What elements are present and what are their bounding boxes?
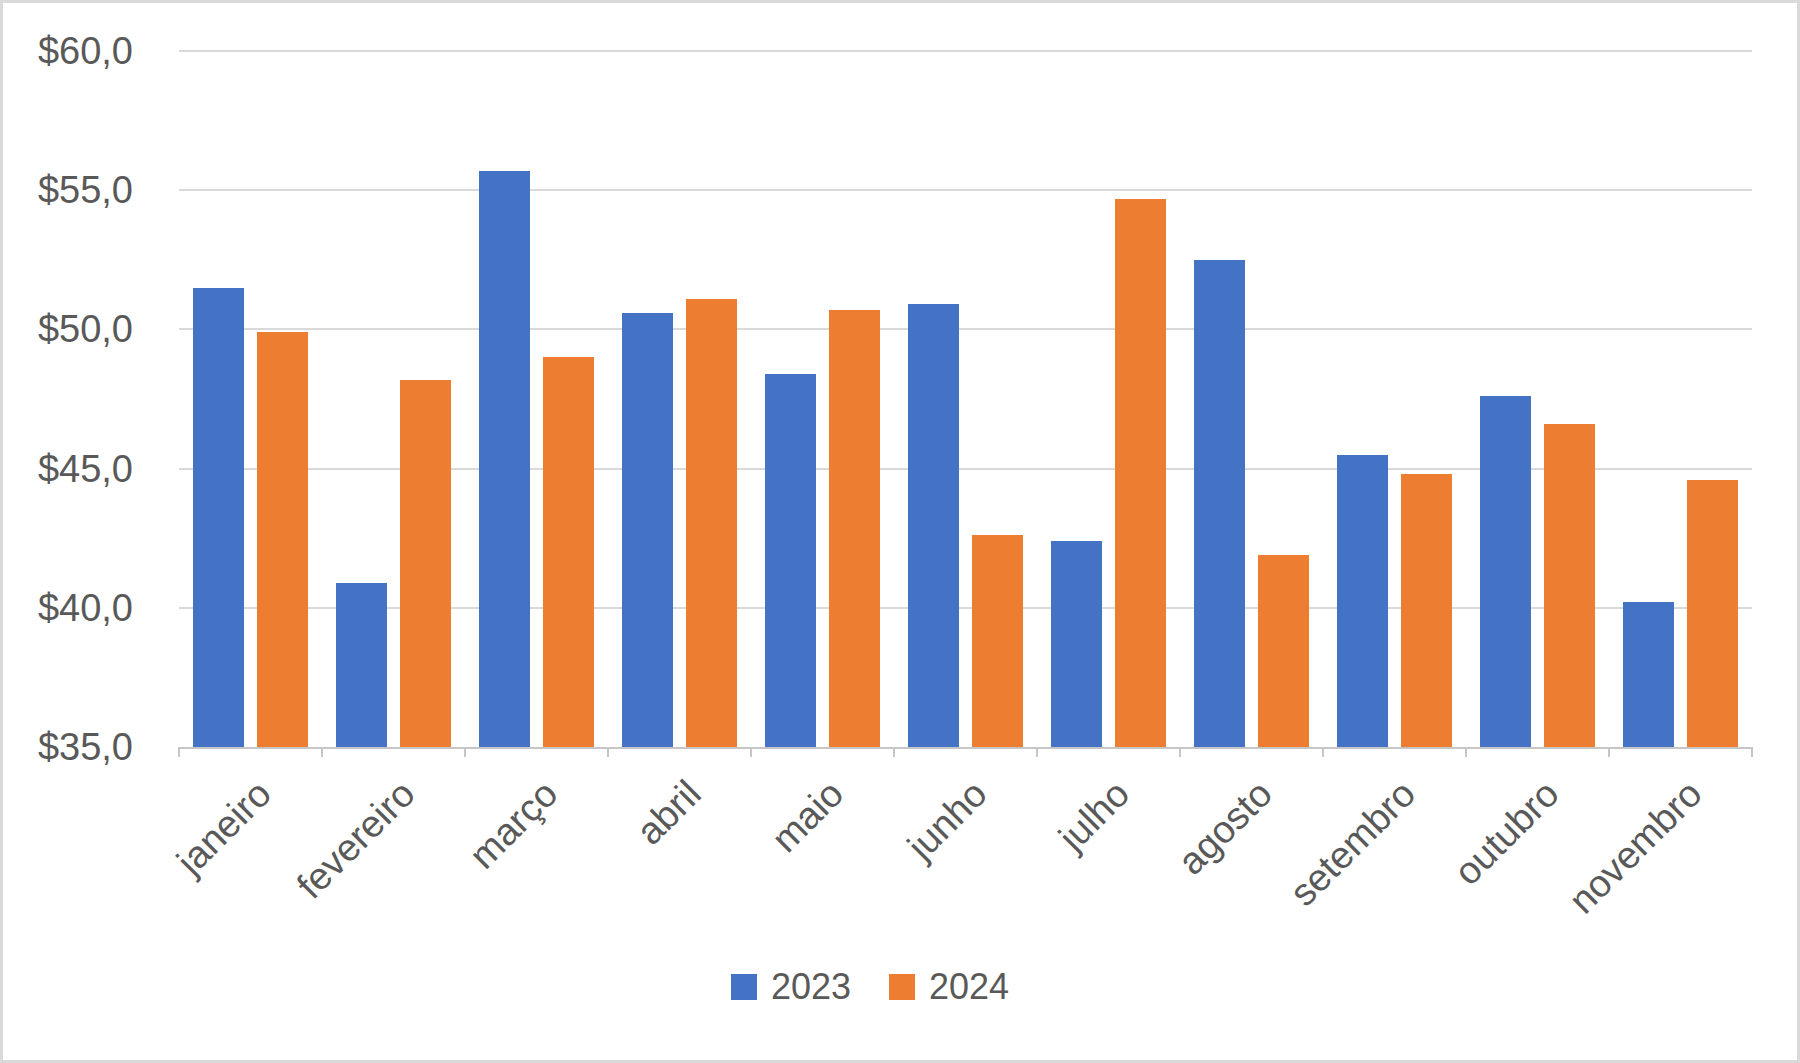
bar-2024-março — [543, 357, 594, 747]
bar-2023-abril — [622, 313, 673, 747]
x-axis-label-março: março — [462, 773, 566, 877]
legend-label-2023: 2023 — [771, 969, 851, 1005]
bar-2023-novembro — [1623, 602, 1674, 747]
y-axis-label: $55,0 — [38, 171, 133, 209]
bar-group-julho — [1037, 51, 1180, 747]
y-axis-label: $50,0 — [38, 310, 133, 348]
bar-group-setembro — [1323, 51, 1466, 747]
x-axis-label-fevereiro: fevereiro — [289, 773, 423, 907]
legend-label-2024: 2024 — [929, 969, 1009, 1005]
bar-groups — [179, 51, 1752, 747]
x-axis-label-julho: julho — [1052, 773, 1138, 859]
bar-2024-outubro — [1544, 424, 1595, 747]
y-axis-label: $35,0 — [38, 728, 133, 766]
bar-2024-agosto — [1258, 555, 1309, 747]
x-axis-label-abril: abril — [629, 773, 709, 853]
x-axis-label-setembro: setembro — [1282, 773, 1424, 915]
y-axis: $60,0$55,0$50,0$45,0$40,0$35,0 — [3, 51, 133, 747]
bar-2023-julho — [1051, 541, 1102, 747]
plot-area — [179, 51, 1752, 747]
bar-group-janeiro — [179, 51, 322, 747]
bar-2023-maio — [765, 374, 816, 747]
bar-group-novembro — [1609, 51, 1752, 747]
bar-2023-setembro — [1337, 455, 1388, 747]
x-axis-label-outubro: outubro — [1446, 773, 1567, 894]
bar-2024-junho — [972, 535, 1023, 747]
x-axis-label-novembro: novembro — [1561, 773, 1710, 922]
bar-group-outubro — [1466, 51, 1609, 747]
bar-2024-novembro — [1687, 480, 1738, 747]
legend: 2023 2024 — [3, 969, 1737, 1005]
bar-2024-julho — [1115, 199, 1166, 747]
legend-swatch-2023 — [731, 974, 757, 1000]
bar-group-junho — [894, 51, 1037, 747]
bar-2023-fevereiro — [336, 583, 387, 747]
bar-group-agosto — [1180, 51, 1323, 747]
y-axis-label: $45,0 — [38, 450, 133, 488]
x-axis-label-agosto: agosto — [1171, 773, 1281, 883]
y-axis-label: $60,0 — [38, 32, 133, 70]
legend-item-2023: 2023 — [731, 969, 851, 1005]
bar-2024-abril — [686, 299, 737, 747]
bar-2024-setembro — [1401, 474, 1452, 747]
bar-2023-janeiro — [193, 288, 244, 747]
bar-2023-agosto — [1194, 260, 1245, 747]
x-axis-label-janeiro: janeiro — [170, 773, 280, 883]
bar-group-março — [465, 51, 608, 747]
bar-2023-março — [479, 171, 530, 747]
bar-2023-junho — [908, 304, 959, 747]
bar-2023-outubro — [1480, 396, 1531, 747]
bar-2024-fevereiro — [400, 380, 451, 747]
bar-group-fevereiro — [322, 51, 465, 747]
bar-2024-maio — [829, 310, 880, 747]
bar-2024-janeiro — [257, 332, 308, 747]
chart-canvas: $60,0 $55,0 $50,0 $45,0 $40,0 $35,0 janeirofe… — [0, 0, 1800, 1063]
legend-item-2024: 2024 — [889, 969, 1009, 1005]
x-axis-label-maio: maio — [764, 773, 852, 861]
y-axis-label: $40,0 — [38, 589, 133, 627]
legend-swatch-2024 — [889, 974, 915, 1000]
x-axis-label-junho: junho — [900, 773, 995, 868]
bar-group-abril — [608, 51, 751, 747]
bar-group-maio — [751, 51, 894, 747]
x-axis-labels: janeirofevereiromarçoabrilmaiojunhojulho… — [179, 747, 1752, 967]
